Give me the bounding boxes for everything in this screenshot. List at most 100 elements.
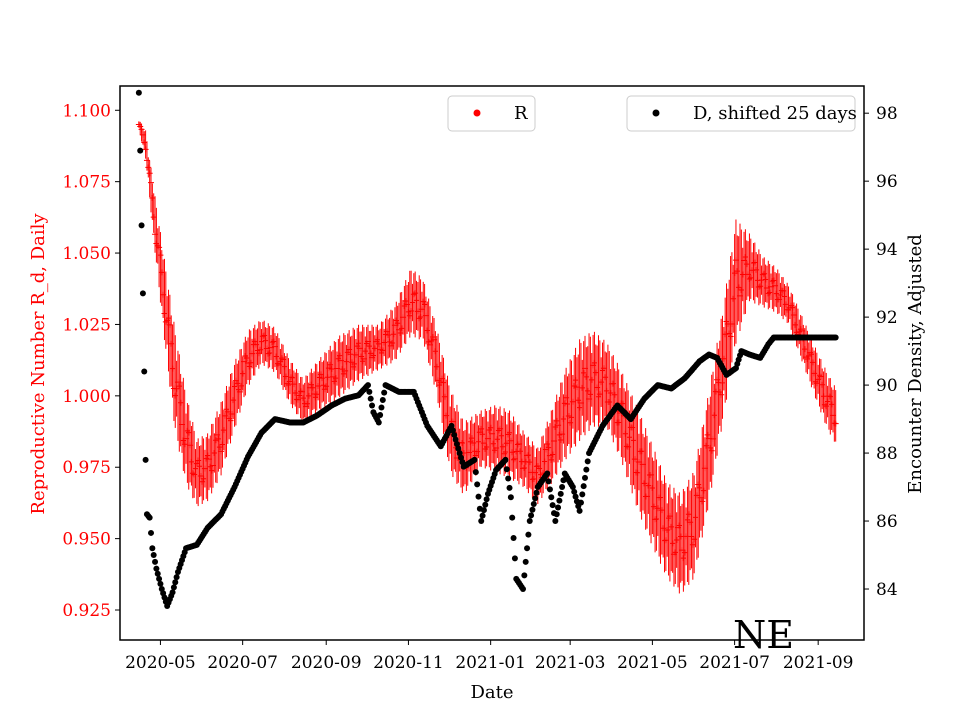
r-point	[138, 126, 145, 133]
r-point	[396, 326, 402, 333]
r-point	[181, 441, 188, 448]
r-point	[813, 380, 820, 387]
d-point	[455, 445, 462, 452]
r-point	[296, 392, 303, 399]
r-point	[830, 412, 836, 419]
d-point	[507, 494, 514, 501]
d-point	[169, 589, 176, 596]
r-point	[634, 469, 641, 476]
r-point	[592, 369, 599, 376]
r-point	[343, 358, 350, 365]
r-point	[781, 293, 788, 300]
r-point	[498, 432, 505, 439]
r-point	[532, 469, 539, 476]
r-point	[509, 449, 516, 456]
legend-d-marker	[652, 109, 660, 117]
r-point	[169, 365, 176, 372]
r-point	[832, 420, 839, 427]
d-point	[506, 484, 513, 491]
legend-d-label: D, shifted 25 days	[693, 103, 857, 124]
d-point	[366, 388, 373, 395]
r-point	[517, 448, 524, 455]
r-point	[259, 333, 266, 340]
r-point	[816, 372, 823, 379]
r-point	[385, 331, 392, 338]
d-point	[451, 431, 458, 438]
r-point	[630, 437, 637, 444]
r-point	[413, 297, 420, 304]
r-point	[591, 359, 598, 366]
r-point	[653, 515, 660, 522]
r-point	[325, 365, 332, 372]
r-point	[606, 398, 613, 405]
r-point	[827, 393, 834, 400]
d-point	[583, 466, 590, 473]
r-point	[763, 284, 770, 291]
r-point	[196, 463, 203, 470]
y-left-tick-label: 1.050	[62, 244, 111, 264]
r-point	[536, 465, 543, 472]
r-point	[742, 254, 749, 261]
r-point	[312, 394, 319, 401]
r-point	[214, 431, 221, 438]
r-point	[443, 412, 450, 419]
r-point	[622, 430, 629, 437]
r-point	[219, 441, 226, 448]
r-point	[573, 384, 580, 391]
r-point	[165, 315, 172, 322]
r-point	[319, 375, 326, 382]
r-point	[571, 382, 578, 389]
r-point	[436, 382, 443, 389]
r-point	[660, 525, 667, 532]
d-point	[579, 491, 586, 498]
r-point	[431, 336, 438, 343]
r-point	[172, 392, 179, 399]
r-point	[483, 444, 490, 451]
r-point	[174, 379, 181, 386]
r-point	[433, 363, 440, 370]
r-point	[600, 365, 607, 372]
r-point	[412, 290, 419, 297]
r-point	[530, 475, 537, 482]
r-point	[374, 336, 381, 343]
r-point	[586, 395, 593, 402]
r-point	[166, 321, 173, 328]
legend-d: D, shifted 25 days	[626, 95, 857, 132]
r-point	[559, 431, 566, 438]
r-point	[377, 346, 384, 353]
r-point	[176, 383, 183, 390]
r-point	[286, 378, 293, 385]
r-point	[746, 276, 753, 283]
r-point	[347, 351, 354, 358]
r-point	[666, 513, 673, 520]
r-point	[804, 355, 811, 362]
r-point	[154, 242, 161, 249]
y-left-tick-label: 0.975	[62, 458, 111, 478]
r-point	[696, 484, 703, 491]
r-point	[823, 403, 830, 410]
r-point	[253, 341, 260, 348]
r-point	[490, 440, 497, 447]
r-point	[669, 540, 676, 547]
r-point	[576, 404, 583, 411]
r-point	[173, 385, 180, 392]
r-point	[207, 463, 214, 470]
r-point	[548, 456, 555, 463]
x-axis-label: Date	[470, 682, 513, 703]
r-point	[638, 448, 645, 455]
r-point	[648, 471, 655, 478]
r-point	[332, 375, 339, 382]
r-point	[587, 391, 594, 398]
r-point	[657, 494, 664, 501]
r-point	[282, 373, 289, 380]
r-point	[352, 351, 359, 358]
r-point	[503, 440, 510, 447]
r-point	[594, 384, 601, 391]
r-point	[726, 330, 733, 337]
d-point	[545, 478, 552, 485]
r-point	[266, 349, 273, 356]
x-tick-label: 2020-07	[207, 653, 278, 673]
r-point	[400, 314, 407, 321]
r-point	[281, 363, 288, 370]
legend-r: R	[447, 95, 536, 132]
